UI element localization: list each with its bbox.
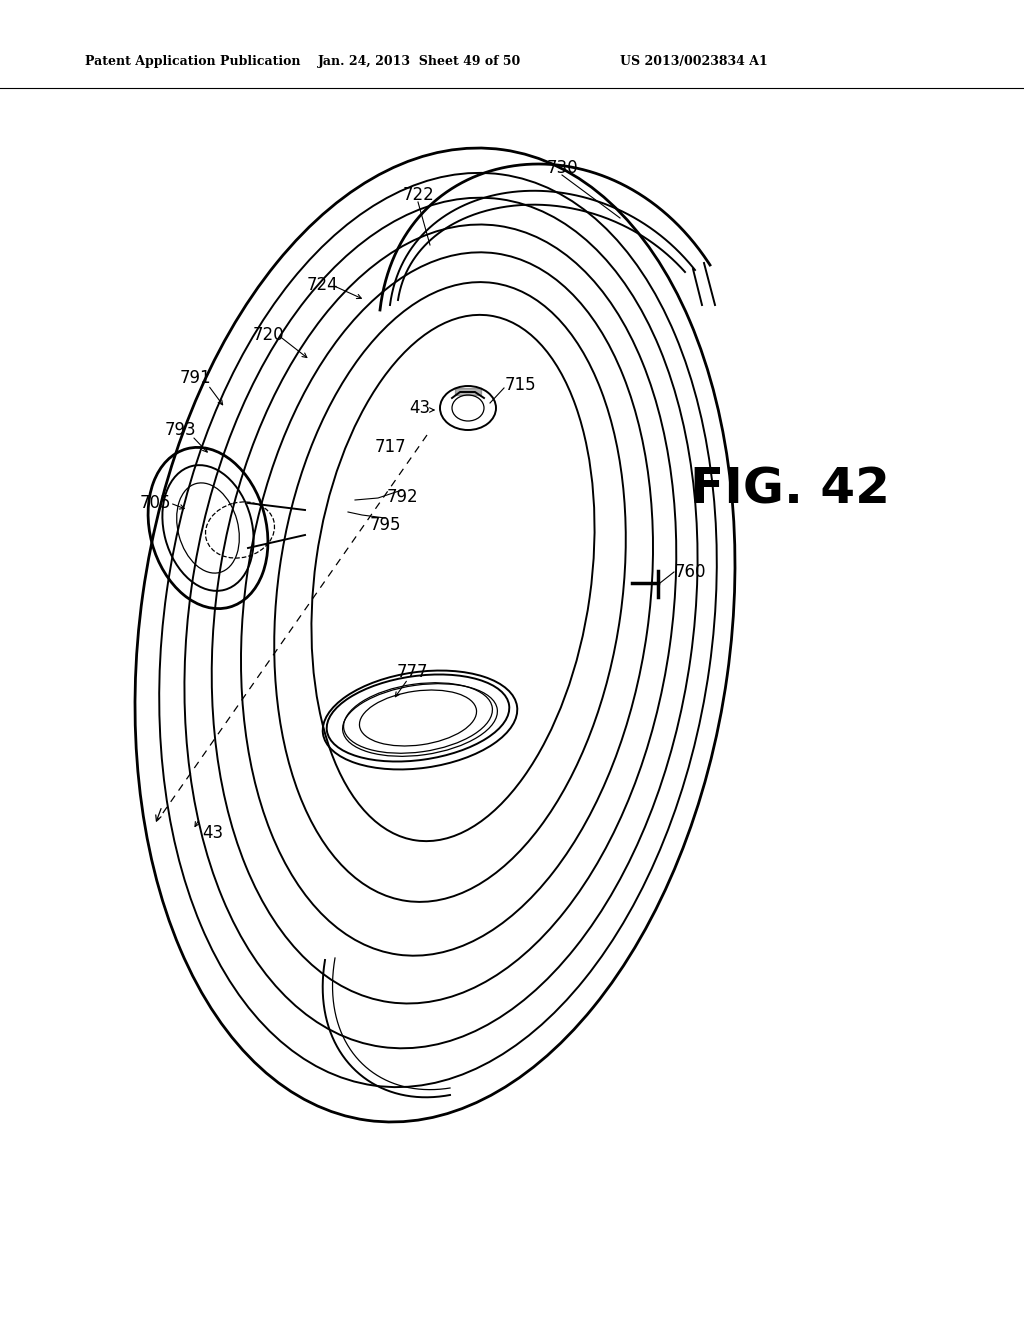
Text: 717: 717 (374, 438, 406, 455)
Text: 724: 724 (306, 276, 338, 294)
Text: US 2013/0023834 A1: US 2013/0023834 A1 (620, 55, 768, 69)
Text: 777: 777 (396, 663, 428, 681)
Text: Jan. 24, 2013  Sheet 49 of 50: Jan. 24, 2013 Sheet 49 of 50 (318, 55, 521, 69)
Text: 792: 792 (386, 488, 418, 506)
Text: 760: 760 (675, 564, 707, 581)
Text: Patent Application Publication: Patent Application Publication (85, 55, 300, 69)
Text: 730: 730 (546, 158, 578, 177)
Text: 43: 43 (410, 399, 430, 417)
Text: 791: 791 (179, 370, 211, 387)
Text: 705: 705 (139, 494, 171, 512)
Text: FIG. 42: FIG. 42 (690, 466, 890, 513)
Text: 720: 720 (252, 326, 284, 345)
Text: 793: 793 (164, 421, 196, 440)
Text: 43: 43 (203, 824, 223, 842)
Text: 722: 722 (402, 186, 434, 205)
Text: 715: 715 (505, 376, 537, 393)
Text: 795: 795 (370, 516, 400, 535)
